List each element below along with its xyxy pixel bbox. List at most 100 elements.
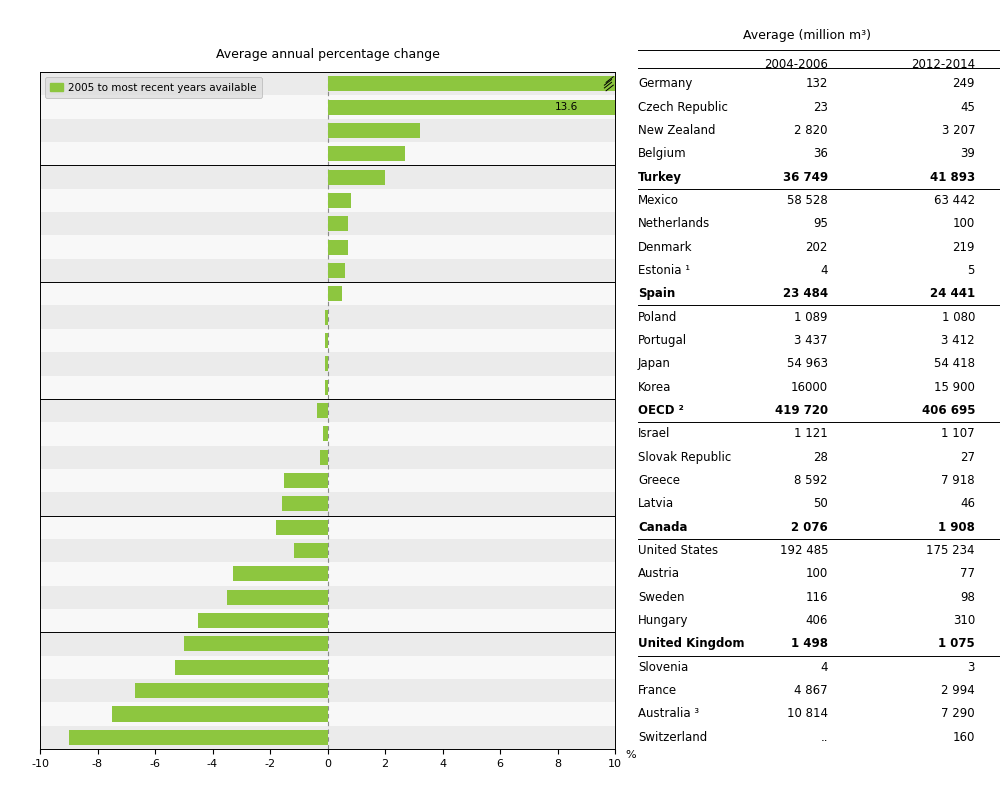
Text: Average (million m³): Average (million m³) [743, 29, 871, 42]
Text: 100: 100 [806, 567, 828, 581]
Text: Slovak Republic: Slovak Republic [638, 451, 731, 464]
Text: Hungary: Hungary [638, 614, 688, 627]
Bar [40, 72, 615, 95]
Text: 202: 202 [806, 240, 828, 254]
Bar [40, 282, 615, 305]
Bar [328, 239, 348, 255]
Bar [40, 726, 615, 749]
Text: 2012-2014: 2012-2014 [911, 58, 975, 71]
Bar [40, 119, 615, 142]
Text: 2 076: 2 076 [791, 521, 828, 533]
Text: 13.6: 13.6 [554, 102, 578, 112]
Text: 2 994: 2 994 [941, 684, 975, 697]
Bar [40, 166, 615, 189]
Text: 1 075: 1 075 [938, 638, 975, 650]
Text: Netherlands: Netherlands [638, 217, 710, 231]
Bar [323, 426, 328, 441]
Text: 192 485: 192 485 [780, 544, 828, 557]
Bar [184, 636, 328, 651]
Text: 7 918: 7 918 [941, 474, 975, 487]
Bar [284, 473, 328, 488]
Bar [282, 497, 328, 512]
Text: 1 089: 1 089 [794, 311, 828, 324]
Text: 39: 39 [960, 147, 975, 160]
Text: 27: 27 [960, 451, 975, 464]
Bar [40, 492, 615, 516]
Text: Korea: Korea [638, 380, 671, 393]
Legend: 2005 to most recent years available: 2005 to most recent years available [45, 78, 262, 98]
Bar [325, 309, 328, 324]
Text: Switzerland: Switzerland [638, 731, 707, 744]
Bar [325, 380, 328, 395]
Text: 406 695: 406 695 [922, 404, 975, 417]
Bar [40, 539, 615, 562]
Bar [328, 76, 615, 91]
Text: 95: 95 [813, 217, 828, 231]
Text: Slovenia: Slovenia [638, 661, 688, 674]
Text: 132: 132 [806, 77, 828, 91]
Text: ..: .. [820, 731, 828, 744]
Bar [325, 356, 328, 372]
Bar [40, 609, 615, 632]
Bar [294, 543, 328, 558]
Text: Latvia: Latvia [638, 497, 674, 510]
Text: 5: 5 [968, 264, 975, 277]
Bar [227, 590, 328, 605]
Text: Greece: Greece [638, 474, 680, 487]
Text: Sweden: Sweden [638, 590, 684, 604]
Title: Average annual percentage change: Average annual percentage change [216, 48, 439, 61]
Text: 4 867: 4 867 [794, 684, 828, 697]
Bar [40, 445, 615, 469]
Text: 310: 310 [953, 614, 975, 627]
Text: 15 900: 15 900 [934, 380, 975, 393]
Text: 419 720: 419 720 [775, 404, 828, 417]
Text: 3 207: 3 207 [942, 124, 975, 137]
Text: 3 412: 3 412 [941, 334, 975, 347]
Bar [328, 123, 420, 138]
Text: 7 290: 7 290 [941, 707, 975, 720]
Bar [40, 189, 615, 212]
Text: Czech Republic: Czech Republic [638, 101, 728, 114]
Text: 1 121: 1 121 [794, 428, 828, 441]
Bar [135, 683, 328, 698]
Bar [328, 147, 405, 161]
Bar [276, 520, 328, 535]
Bar [328, 216, 348, 231]
Bar [317, 403, 328, 418]
Text: Poland: Poland [638, 311, 677, 324]
Bar [40, 632, 615, 655]
Bar [40, 142, 615, 166]
Text: 160: 160 [953, 731, 975, 744]
Bar [40, 376, 615, 399]
Bar [40, 212, 615, 235]
Text: 1 080: 1 080 [942, 311, 975, 324]
Text: 1 107: 1 107 [941, 428, 975, 441]
Text: 1 498: 1 498 [791, 638, 828, 650]
Bar [233, 566, 328, 582]
Text: Israel: Israel [638, 428, 670, 441]
Text: Denmark: Denmark [638, 240, 692, 254]
Text: Portugal: Portugal [638, 334, 687, 347]
Text: 116: 116 [806, 590, 828, 604]
Text: 45: 45 [960, 101, 975, 114]
Text: 46: 46 [960, 497, 975, 510]
Text: 16000: 16000 [791, 380, 828, 393]
Bar [40, 516, 615, 539]
Bar [40, 235, 615, 259]
Bar [69, 730, 328, 745]
Text: 36: 36 [813, 147, 828, 160]
Bar [40, 399, 615, 422]
Text: Mexico: Mexico [638, 194, 679, 207]
Text: 77: 77 [960, 567, 975, 581]
Bar [325, 333, 328, 348]
Bar [40, 586, 615, 609]
Bar [40, 655, 615, 679]
Bar [40, 422, 615, 445]
Text: 2 820: 2 820 [794, 124, 828, 137]
Bar [40, 702, 615, 726]
Text: 23 484: 23 484 [783, 288, 828, 300]
Bar [40, 352, 615, 376]
Text: 100: 100 [953, 217, 975, 231]
Text: Canada: Canada [638, 521, 688, 533]
Text: 3: 3 [968, 661, 975, 674]
